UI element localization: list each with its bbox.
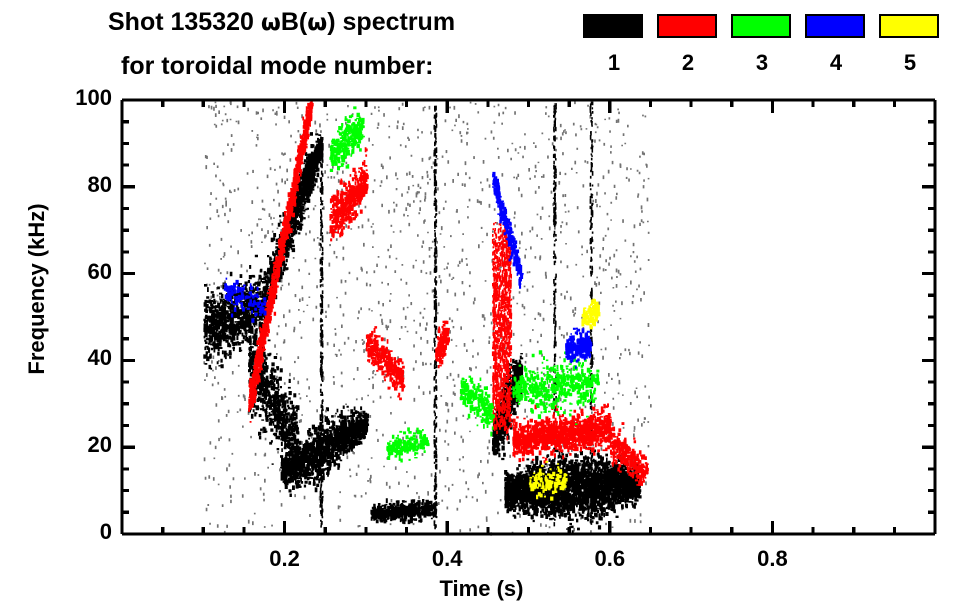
legend-label-1: 1	[607, 50, 621, 75]
legend-entry-5: 5	[879, 14, 941, 74]
figure-title-line-2: for toroidal mode number:	[121, 52, 434, 80]
feature-n=2-chirp-band	[329, 147, 369, 242]
feature-n=1-vline	[552, 103, 557, 527]
legend-swatch-4	[805, 14, 865, 38]
feature-n=1-vline	[433, 105, 438, 530]
legend-entry-3: 3	[731, 14, 793, 74]
omega-symbol-1: ω	[260, 10, 281, 36]
legend-entry-4: 4	[805, 14, 867, 74]
legend-label-2: 2	[681, 50, 695, 75]
data-points-layer	[203, 100, 652, 536]
title-mid: B(	[280, 8, 308, 36]
y-tick-20: 20	[87, 432, 112, 458]
legend: 1 2 3 4 5	[583, 14, 953, 90]
feature-n=3-blob	[512, 350, 600, 425]
x-tick-0.2: 0.2	[269, 546, 300, 571]
legend-entry-2: 2	[657, 14, 719, 74]
legend-label-4: 4	[829, 50, 843, 75]
legend-swatch-5	[879, 14, 939, 38]
feature-n=1-blob	[288, 133, 324, 230]
y-tick-80: 80	[87, 171, 112, 197]
y-tick-40: 40	[87, 345, 112, 371]
feature-n=2-blob	[435, 320, 450, 369]
title-prefix: Shot 135320	[108, 8, 261, 36]
feature-n=2-vline	[491, 215, 513, 441]
y-tick-labels: 0 20 40 60 80 100	[52, 0, 112, 615]
feature-n=3-chirp-band	[459, 375, 495, 437]
x-tick-0.6: 0.6	[594, 546, 626, 571]
feature-n=4-chirp-band	[492, 171, 524, 289]
legend-label-5: 5	[903, 50, 917, 75]
feature-n=4-blob	[565, 327, 593, 369]
feature-n=1-blob	[280, 405, 370, 497]
feature-n=2-chirp-band	[609, 422, 649, 486]
figure-title-line-1: Shot 135320 ωB(ω) spectrum	[108, 8, 455, 37]
feature-n=5-blob	[581, 298, 601, 330]
legend-entry-1: 1	[583, 14, 645, 74]
feature-n=2-band	[512, 392, 613, 464]
feature-n=3-blob	[329, 106, 365, 172]
figure-header: Shot 135320 ωB(ω) spectrum for toroidal …	[0, 0, 963, 96]
series-n=3	[329, 106, 600, 463]
legend-swatch-1	[583, 14, 643, 38]
feature-n=5-blob	[528, 460, 568, 501]
y-tick-60: 60	[87, 258, 112, 284]
x-axis-label: Time (s)	[439, 576, 524, 601]
omega-symbol-2: ω	[307, 10, 328, 36]
legend-swatch-2	[657, 14, 717, 38]
feature-n=1-band	[370, 498, 438, 525]
axes-layer	[120, 98, 937, 536]
feature-n=2-chirp-band	[248, 101, 314, 423]
title-suffix: ) spectrum	[327, 8, 456, 36]
feature-n=1-vline	[319, 143, 324, 528]
series-n=5	[528, 298, 601, 501]
x-tick-0.8: 0.8	[757, 546, 788, 571]
series-n=4	[223, 171, 593, 369]
y-tick-0: 0	[99, 519, 112, 544]
feature-n=4-blob	[223, 277, 267, 323]
series-n=2	[248, 101, 649, 486]
y-axis-label: Frequency (kHz)	[24, 203, 49, 375]
legend-swatch-3	[731, 14, 791, 38]
feature-n=2-chirp-band	[365, 326, 406, 401]
x-tick-0.4: 0.4	[431, 546, 463, 571]
legend-label-3: 3	[755, 50, 769, 75]
feature-n=3-blob	[386, 427, 430, 463]
feature-n=1-blob	[504, 435, 642, 535]
y-tick-100: 100	[75, 85, 112, 110]
